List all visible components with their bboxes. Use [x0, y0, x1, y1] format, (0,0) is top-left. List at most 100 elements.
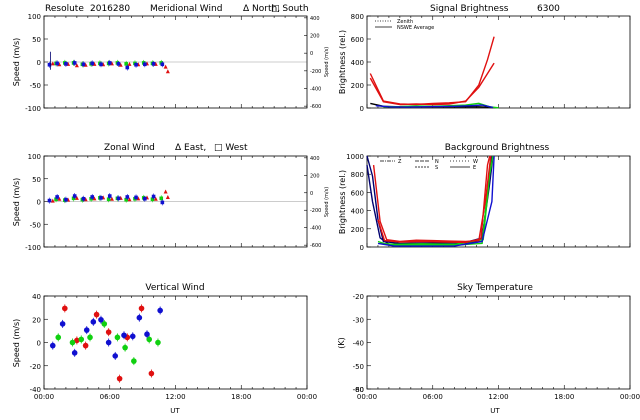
- vertical-point: [87, 334, 93, 341]
- zonal-triangle-point: [136, 196, 141, 201]
- meridional-y2-tick-label: 0: [310, 51, 313, 57]
- zonal-y2-tick-label: 200: [310, 173, 320, 179]
- zonal-y-tick-label: -50: [30, 221, 41, 229]
- zonal-triangle-point: [92, 196, 97, 201]
- zonal-square-point: [72, 194, 77, 198]
- vertical-point: [144, 331, 150, 338]
- background-y-tick-label: 200: [351, 226, 364, 234]
- meridional-title-date: 2016280: [90, 4, 130, 14]
- zonal-ylabel: Speed (m/s): [12, 178, 21, 227]
- zonal-triangle-point: [109, 196, 114, 201]
- vertical-point: [129, 333, 136, 340]
- skytemp-x-tick-label: 00:00: [620, 393, 640, 401]
- meridional-title-station: Resolute: [45, 4, 84, 14]
- meridional-square-point: [124, 62, 128, 66]
- vertical-y-tick-label: 0: [37, 340, 41, 348]
- vertical-x-tick-label: 00:00: [34, 393, 54, 401]
- signal-y-tick-label: 400: [351, 59, 364, 67]
- zonal-title-east: Δ East,: [175, 143, 206, 153]
- meridional-y-tick-label: -100: [25, 105, 41, 113]
- signal-y-tick-label: 600: [351, 36, 364, 44]
- vertical-point: [78, 336, 85, 343]
- zonal-square-point: [116, 196, 121, 201]
- signal-y-tick-label: 0: [360, 105, 364, 113]
- vertical-point: [112, 353, 119, 359]
- vertical-point: [105, 329, 112, 335]
- vertical-x-tick-label: 18:00: [231, 393, 251, 401]
- vertical-y-tick-label: -20: [30, 363, 41, 371]
- background-y-tick-label: 800: [351, 171, 364, 179]
- vertical-point: [121, 332, 127, 339]
- vertical-point: [62, 305, 68, 312]
- meridional-wind-panel: Resolute 2016280 Meridional Wind Δ North…: [12, 4, 330, 113]
- meridional-square-point: [55, 61, 59, 66]
- zonal-square-point: [54, 197, 58, 202]
- zonal-y-tick-label: 0: [37, 199, 41, 207]
- vertical-xlabel: UT: [170, 407, 180, 415]
- vertical-point: [122, 344, 128, 351]
- meridional-y-tick-label: 0: [37, 59, 41, 67]
- vertical-point: [146, 336, 152, 343]
- sky-temperature-panel: Sky Temperature (K) UT -60 -50 -40 -30 -20 -8…: [337, 283, 640, 415]
- skytemp-y-tick-label: -50: [353, 363, 364, 371]
- skytemp-x-tick-label: 12:00: [488, 393, 508, 401]
- meridional-square-point: [90, 61, 95, 66]
- meridional-y2-tick-label: -200: [310, 69, 321, 75]
- vertical-y-tick-label: 40: [32, 293, 41, 301]
- vertical-ylabel: Speed (m/s): [12, 319, 21, 368]
- zonal-square-point: [106, 197, 111, 202]
- background-frame: [366, 155, 631, 248]
- zonal-square-point: [71, 196, 76, 201]
- vertical-point: [69, 339, 76, 346]
- vertical-frame: [43, 295, 308, 390]
- background-ylabel: Brightness (rel.): [338, 170, 347, 234]
- signal-series-line: [369, 62, 495, 106]
- vertical-wind-panel: Vertical Wind Speed (m/s) UT -40 -20 0 20 40…: [12, 283, 317, 415]
- vertical-point: [157, 307, 163, 314]
- zonal-y2-tick-label: -400: [310, 226, 321, 232]
- zonal-y-tick-label: 100: [28, 153, 41, 161]
- zonal-square-point: [151, 194, 156, 199]
- zonal-square-point: [99, 196, 103, 200]
- legend-s-label: S: [435, 165, 438, 171]
- meridional-square-point: [151, 62, 156, 66]
- background-series-line: [377, 155, 491, 244]
- vertical-point: [105, 339, 112, 346]
- zonal-square-point: [107, 194, 112, 198]
- zonal-ylabel-right: Speed (m/s): [324, 187, 330, 217]
- zonal-square-point: [134, 195, 138, 200]
- vertical-point: [82, 342, 89, 349]
- vertical-point: [131, 358, 137, 364]
- signal-series-line: [369, 36, 495, 106]
- zonal-square-point: [47, 198, 52, 203]
- meridional-square-point: [160, 62, 165, 67]
- zonal-triangle-point: [127, 197, 132, 202]
- meridional-y2-tick-label: -600: [310, 104, 321, 110]
- vertical-point: [90, 319, 97, 325]
- zonal-y-tick-label: 50: [32, 176, 41, 184]
- vertical-title: Vertical Wind: [145, 283, 204, 293]
- meridional-square-point: [64, 62, 68, 66]
- meridional-title-kind: Meridional Wind: [150, 4, 222, 14]
- signal-series-line: [375, 104, 494, 109]
- legend-average-label: NSWE Average: [397, 25, 434, 31]
- background-y-tick-label: 600: [351, 189, 364, 197]
- vertical-point: [93, 311, 100, 318]
- meridional-square-point: [47, 62, 52, 67]
- zonal-triangle-point: [153, 196, 158, 201]
- background-plot: 0 200 400 600 800 1000: [346, 153, 631, 252]
- meridional-triangle-point: [50, 61, 55, 66]
- meridional-triangle-point: [165, 69, 170, 74]
- vertical-x-tick-label: 00:00: [297, 393, 317, 401]
- signal-ylabel: Brightness (rel.): [338, 30, 347, 94]
- zonal-square-point: [143, 196, 147, 201]
- signal-y-tick-label: 200: [351, 82, 364, 90]
- vertical-point: [101, 321, 108, 327]
- signal-y-tick-label: 800: [351, 13, 364, 21]
- meridional-square-point: [81, 62, 86, 67]
- zonal-square-point: [89, 196, 93, 201]
- meridional-triangle-point: [163, 64, 168, 69]
- zonal-triangle-point: [50, 198, 55, 203]
- zonal-y2-tick-label: 0: [310, 191, 313, 197]
